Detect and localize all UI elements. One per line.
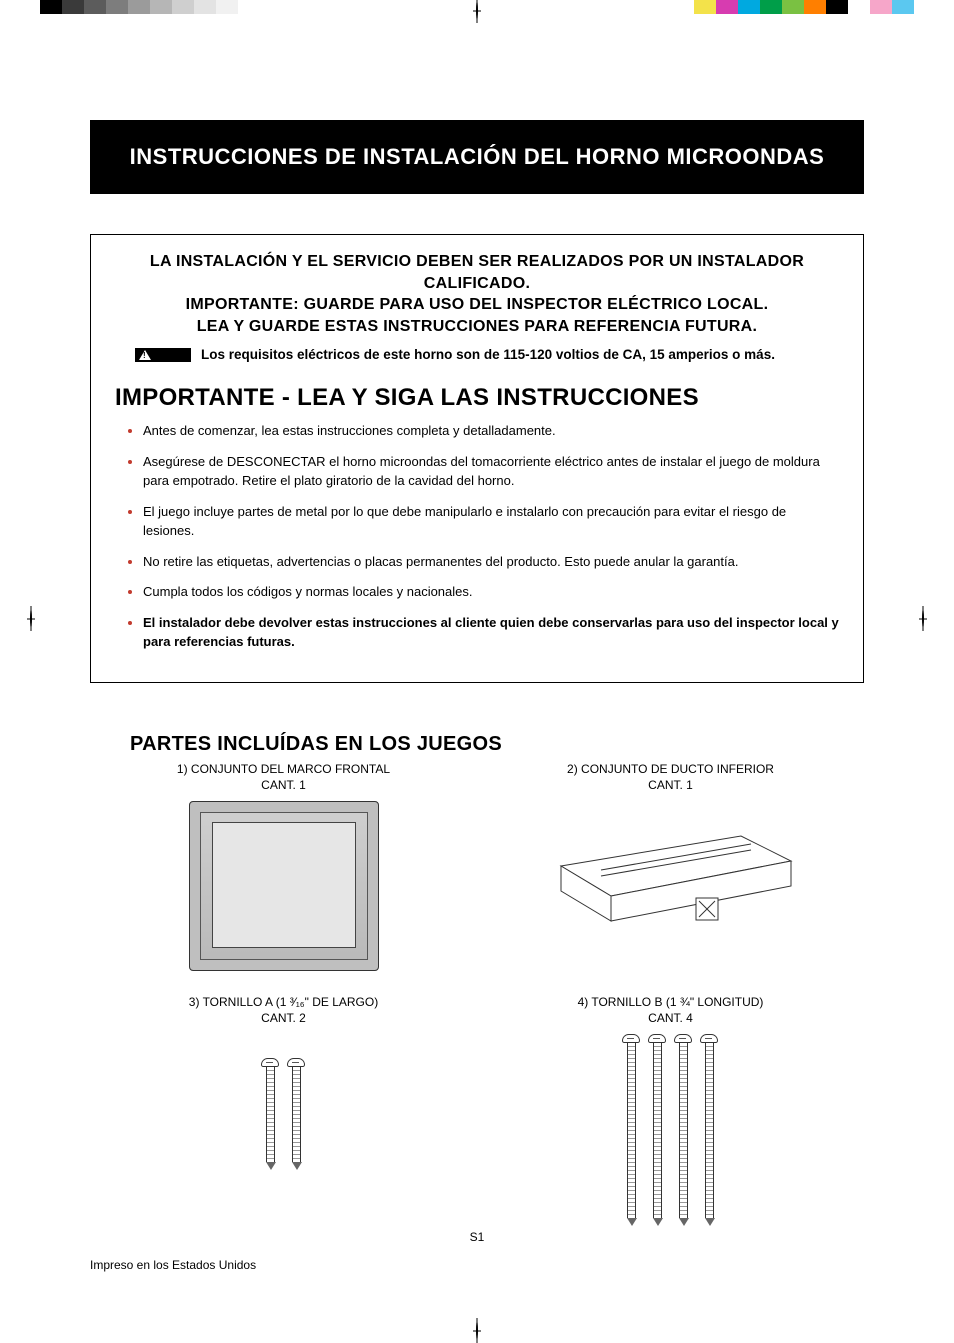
registration-mark-right xyxy=(922,610,924,628)
swatch xyxy=(694,0,716,14)
notice-heading: LA INSTALACIÓN Y EL SERVICIO DEBEN SER R… xyxy=(115,251,839,337)
screw-b-diagram-icon xyxy=(497,1034,844,1226)
part-2-qty: CANT. 1 xyxy=(497,778,844,794)
parts-heading: PARTES INCLUÍDAS EN LOS JUEGOS xyxy=(130,733,864,756)
swatch xyxy=(804,0,826,14)
part-duct-assembly: 2) CONJUNTO DE DUCTO INFERIOR CANT. 1 xyxy=(497,762,844,971)
part-1-qty: CANT. 1 xyxy=(110,778,457,794)
swatch xyxy=(194,0,216,14)
swatch xyxy=(172,0,194,14)
swatch xyxy=(62,0,84,14)
instruction-item: Cumpla todos los códigos y normas locale… xyxy=(143,581,839,602)
parts-grid: 1) CONJUNTO DEL MARCO FRONTAL CANT. 1 2)… xyxy=(110,762,844,1226)
footer-text: Impreso en los Estados Unidos xyxy=(90,1258,864,1272)
part-frame-assembly: 1) CONJUNTO DEL MARCO FRONTAL CANT. 1 xyxy=(110,762,457,971)
swatch xyxy=(870,0,892,14)
part-2-title: 2) CONJUNTO DE DUCTO INFERIOR xyxy=(497,762,844,778)
warning-text: Los requisitos eléctricos de este horno … xyxy=(201,347,775,362)
notice-line-3: LEA Y GUARDE ESTAS INSTRUCCIONES PARA RE… xyxy=(115,316,839,338)
swatch xyxy=(716,0,738,14)
part-1-title: 1) CONJUNTO DEL MARCO FRONTAL xyxy=(110,762,457,778)
screw-a-diagram-icon xyxy=(110,1034,457,1194)
swatch xyxy=(782,0,804,14)
notice-line-1: LA INSTALACIÓN Y EL SERVICIO DEBEN SER R… xyxy=(115,251,839,294)
notice-line-2: IMPORTANTE: GUARDE PARA USO DEL INSPECTO… xyxy=(115,294,839,316)
part-4-title: 4) TORNILLO B (1 ¾" LONGITUD) xyxy=(497,995,844,1011)
swatch xyxy=(150,0,172,14)
instruction-item: Asegúrese de DESCONECTAR el horno microo… xyxy=(143,451,839,491)
instruction-list: Antes de comenzar, lea estas instruccion… xyxy=(115,420,839,652)
swatch xyxy=(848,0,870,14)
swatch xyxy=(40,0,62,14)
swatch xyxy=(760,0,782,14)
part-3-qty: CANT. 2 xyxy=(110,1011,457,1027)
instruction-item: El instalador debe devolver estas instru… xyxy=(143,612,839,652)
registration-mark-left xyxy=(30,610,32,628)
document-title: INSTRUCCIONES DE INSTALACIÓN DEL HORNO M… xyxy=(90,120,864,194)
swatch xyxy=(892,0,914,14)
swatch xyxy=(826,0,848,14)
instruction-item: El juego incluye partes de metal por lo … xyxy=(143,501,839,541)
warning-row: Los requisitos eléctricos de este horno … xyxy=(135,347,839,362)
page-number: S1 xyxy=(90,1230,864,1244)
instruction-item: No retire las etiquetas, advertencias o … xyxy=(143,551,839,572)
part-screw-a: 3) TORNILLO A (1 ³⁄₁₆" DE LARGO) CANT. 2 xyxy=(110,995,457,1226)
important-heading: IMPORTANTE - LEA Y SIGA LAS INSTRUCCIONE… xyxy=(115,384,839,412)
color-swatches xyxy=(694,0,914,20)
swatch xyxy=(106,0,128,14)
part-screw-b: 4) TORNILLO B (1 ¾" LONGITUD) CANT. 4 xyxy=(497,995,844,1226)
swatch xyxy=(238,0,260,14)
swatch xyxy=(738,0,760,14)
instruction-item: Antes de comenzar, lea estas instruccion… xyxy=(143,420,839,441)
warning-icon xyxy=(135,348,191,362)
part-3-title: 3) TORNILLO A (1 ³⁄₁₆" DE LARGO) xyxy=(110,995,457,1011)
grayscale-swatches xyxy=(40,0,260,20)
swatch xyxy=(128,0,150,14)
registration-mark-bottom xyxy=(0,1322,954,1340)
duct-diagram-icon xyxy=(541,826,801,936)
part-4-qty: CANT. 4 xyxy=(497,1011,844,1027)
swatch xyxy=(84,0,106,14)
frame-diagram-icon xyxy=(189,801,379,971)
swatch xyxy=(216,0,238,14)
notice-box: LA INSTALACIÓN Y EL SERVICIO DEBEN SER R… xyxy=(90,234,864,683)
